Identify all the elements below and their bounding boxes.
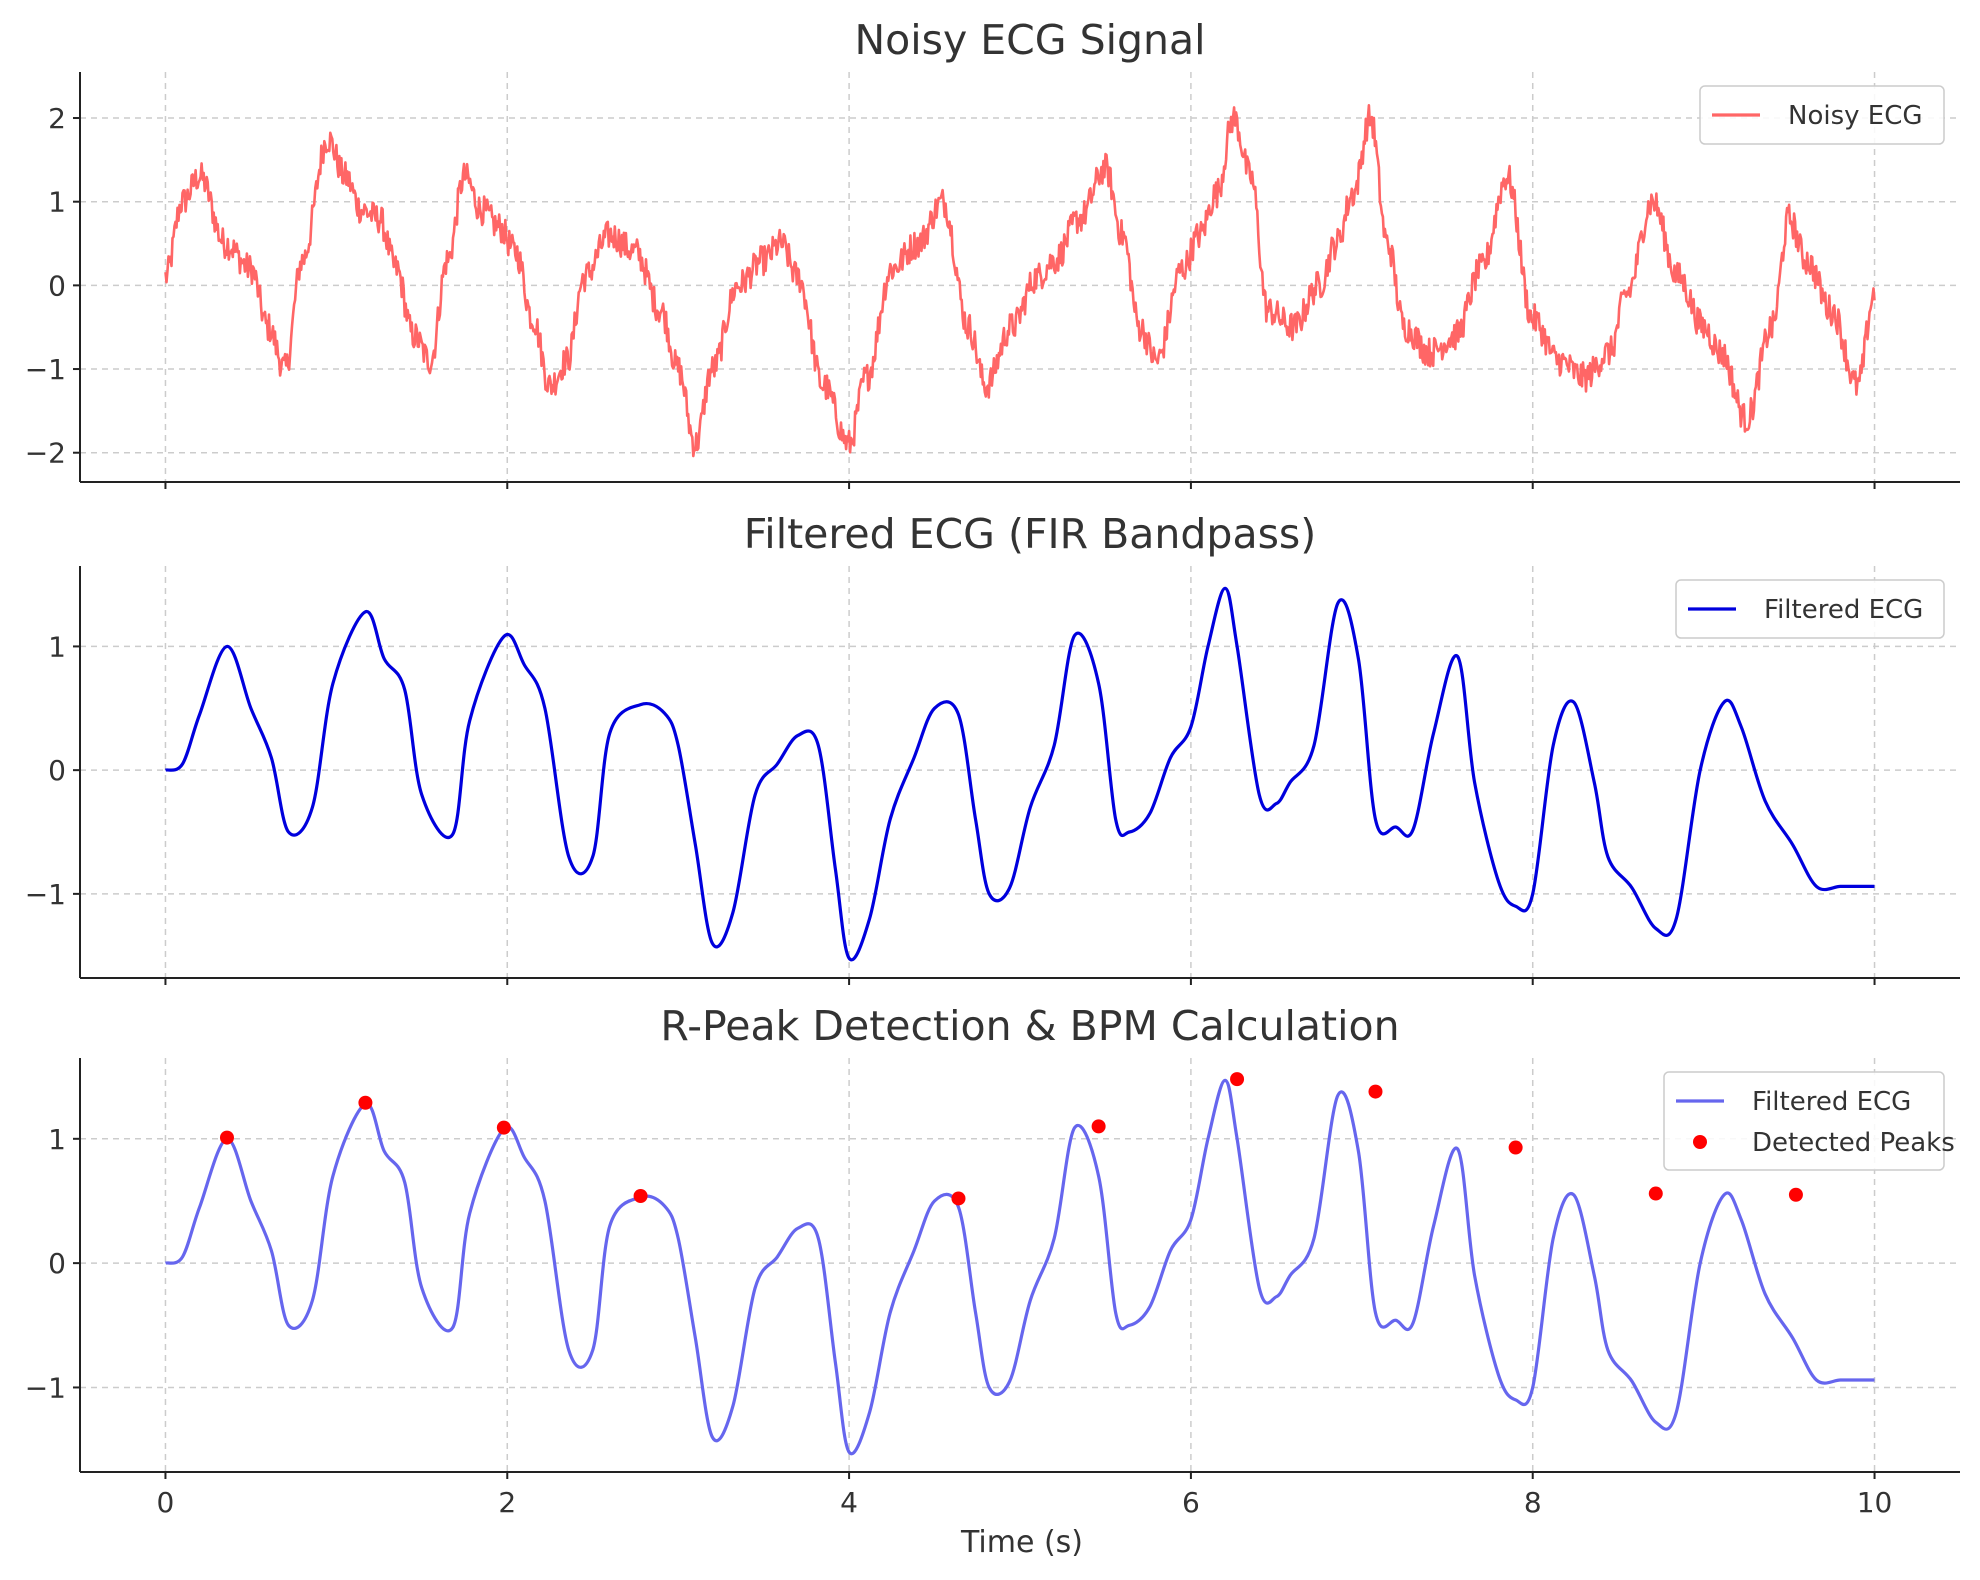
legend: Filtered ECG <box>1675 579 1945 639</box>
x-tick-label: 2 <box>498 1486 516 1519</box>
detected-peak-point <box>633 1189 648 1203</box>
x-tick-label: 10 <box>1857 1486 1893 1519</box>
filtered-ecg-line <box>164 1078 1875 1456</box>
x-tick-label: 6 <box>1182 1486 1200 1519</box>
x-axis-label: Time (s) <box>960 1525 1083 1560</box>
detected-peak-point <box>496 1120 511 1135</box>
chart-title: Noisy ECG Signal <box>854 16 1205 64</box>
legend-box <box>1699 85 1945 145</box>
detected-peak-point <box>1508 1140 1523 1155</box>
x-tick-label: 8 <box>1524 1486 1542 1519</box>
noisy-ecg-line <box>164 104 1876 458</box>
chart-panel-1: Noisy ECG Signal −2 −1 0 1 2 Noisy ECG <box>25 16 1960 489</box>
y-tick-label: −1 <box>25 878 66 911</box>
legend-label: Noisy ECG <box>1788 101 1923 131</box>
y-tick-label: 2 <box>48 102 66 135</box>
legend-box <box>1675 579 1945 639</box>
detected-peak-point <box>1091 1119 1106 1134</box>
detected-peak-point <box>219 1130 234 1145</box>
legend-label: Filtered ECG <box>1764 595 1923 625</box>
legend-label: Detected Peaks <box>1752 1128 1955 1158</box>
x-tick-label: 0 <box>157 1486 175 1519</box>
y-tick-label: −1 <box>25 1371 66 1404</box>
x-tick-label: 4 <box>840 1486 858 1519</box>
detected-peak-point <box>1368 1084 1383 1099</box>
legend-label: Filtered ECG <box>1752 1087 1911 1117</box>
legend: Filtered ECG Detected Peaks <box>1663 1071 1955 1171</box>
detected-peak-point <box>1788 1187 1803 1202</box>
y-tick-label: 0 <box>48 754 66 787</box>
y-tick-label: 1 <box>48 1123 66 1156</box>
detected-peak-point <box>358 1095 373 1110</box>
chart-title: R-Peak Detection & BPM Calculation <box>660 1002 1399 1050</box>
chart-panel-2: Filtered ECG (FIR Bandpass) −1 0 1 Filtered … <box>25 510 1960 985</box>
y-tick-label: 0 <box>48 269 66 302</box>
legend-box <box>1663 1071 1945 1171</box>
detected-peak-point <box>1648 1186 1663 1201</box>
y-tick-label: −2 <box>25 437 66 470</box>
chart-title: Filtered ECG (FIR Bandpass) <box>744 510 1317 558</box>
legend: Noisy ECG <box>1699 85 1945 145</box>
legend-marker-dot <box>1693 1135 1707 1149</box>
y-tick-label: 1 <box>48 186 66 219</box>
detected-peak-point <box>1230 1072 1245 1087</box>
y-tick-label: 0 <box>48 1247 66 1280</box>
detected-peak-point <box>951 1191 966 1206</box>
filtered-ecg-line <box>164 586 1875 962</box>
chart-panel-3: R-Peak Detection & BPM Calculation 0 2 4 6 8 1… <box>25 1002 1960 1560</box>
y-tick-label: 1 <box>48 630 66 663</box>
y-tick-label: −1 <box>25 353 66 386</box>
